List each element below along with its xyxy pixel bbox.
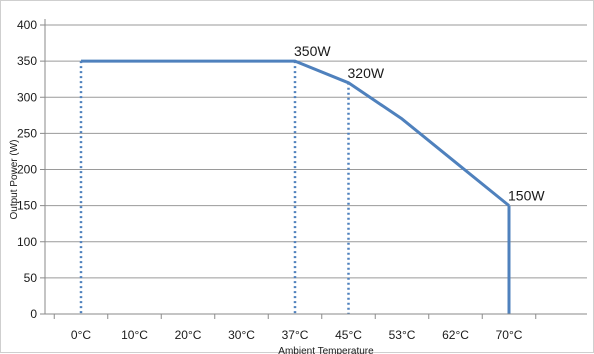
y-tick-label: 0 bbox=[30, 307, 37, 321]
y-tick-label: 400 bbox=[17, 18, 37, 32]
series-layer bbox=[81, 59, 510, 207]
y-tick-label: 150 bbox=[17, 199, 37, 213]
x-tick-label: 20°C bbox=[175, 328, 202, 342]
data-label: 150W bbox=[508, 188, 545, 204]
y-tick-label: 200 bbox=[17, 163, 37, 177]
series-line bbox=[81, 59, 510, 207]
data-label: 350W bbox=[294, 43, 331, 59]
x-tick-label: 70°C bbox=[496, 328, 523, 342]
y-axis-title: Output Power (W) bbox=[9, 139, 20, 219]
grid-layer bbox=[45, 24, 587, 279]
x-tick-label: 0°C bbox=[71, 328, 91, 342]
data-label: 320W bbox=[348, 65, 385, 81]
vertical-marker-layer bbox=[79, 61, 511, 314]
y-tick-label: 250 bbox=[17, 126, 37, 140]
x-tick-label: 30°C bbox=[228, 328, 255, 342]
axis-layer bbox=[40, 19, 587, 319]
y-tick-label: 100 bbox=[17, 235, 37, 249]
y-tick-label: 300 bbox=[17, 90, 37, 104]
x-tick-label: 62°C bbox=[442, 328, 469, 342]
x-axis-title: Ambient Temperature bbox=[278, 346, 374, 354]
label-layer: 0 50 100 150 200 250 300 350 400 0°C 10°C 20°C 30°C 3… bbox=[9, 18, 545, 354]
x-tick-label: 53°C bbox=[389, 328, 416, 342]
x-tick-label: 37°C bbox=[282, 328, 309, 342]
y-tick-label: 50 bbox=[24, 271, 38, 285]
x-tick-label: 45°C bbox=[335, 328, 362, 342]
y-tick-label: 350 bbox=[17, 54, 37, 68]
x-tick-label: 10°C bbox=[121, 328, 148, 342]
